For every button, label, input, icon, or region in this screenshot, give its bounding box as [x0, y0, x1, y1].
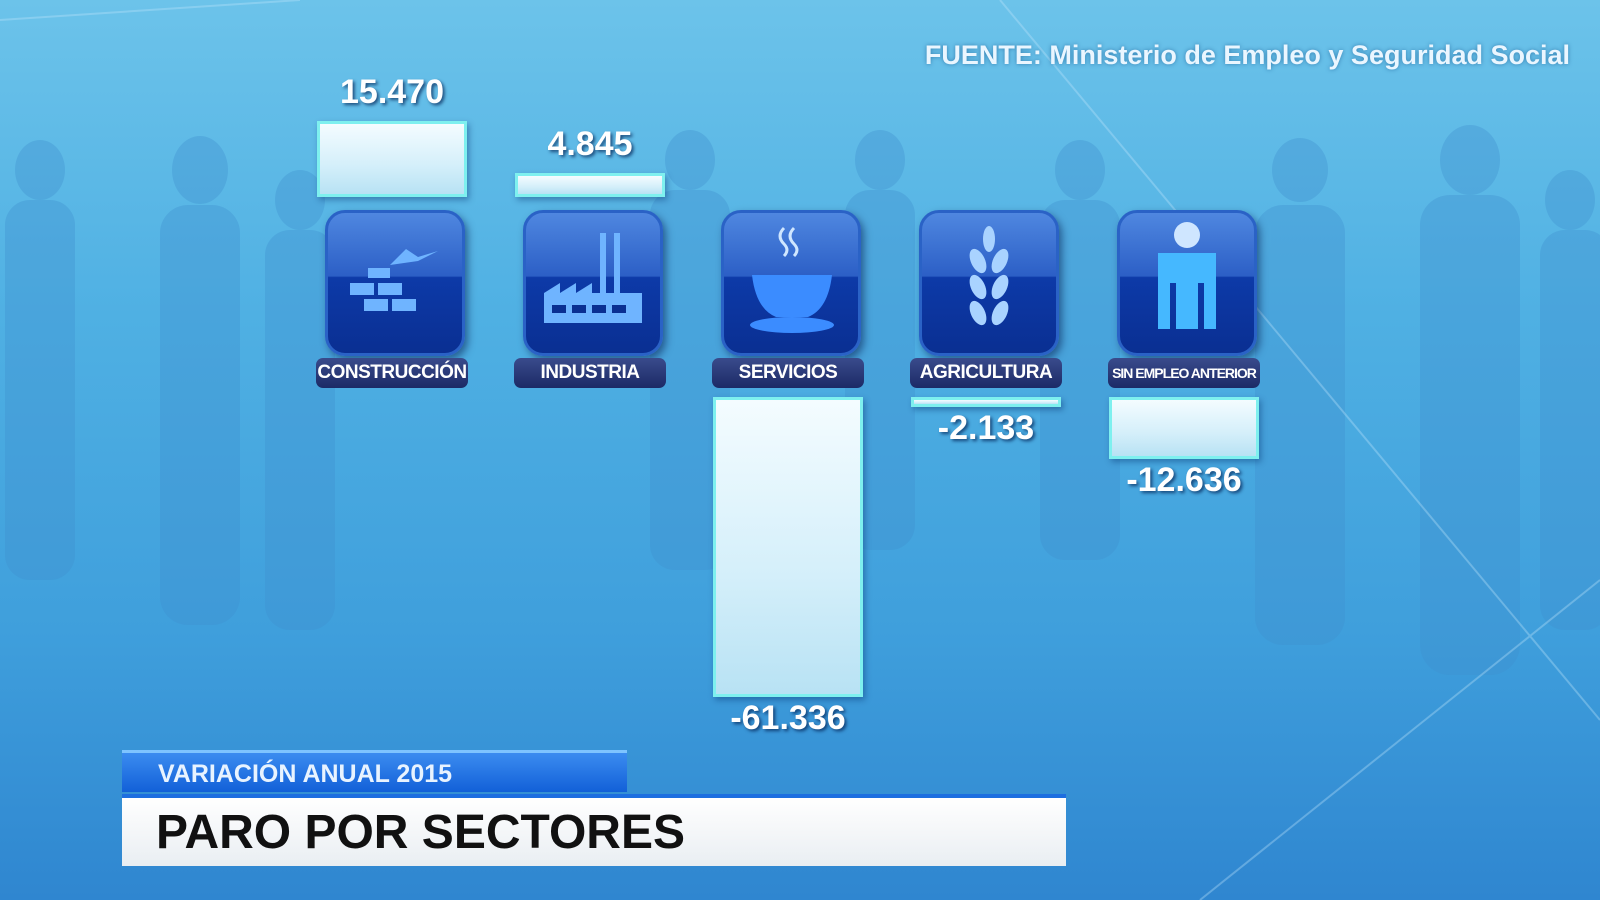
bar-3 [713, 397, 863, 697]
coffee-cup-icon [721, 210, 861, 356]
category-label: INDUSTRIA [514, 358, 666, 388]
source-credit: FUENTE: Ministerio de Empleo y Seguridad… [924, 40, 1570, 70]
bar-5 [1109, 397, 1259, 459]
person-icon [1117, 210, 1257, 356]
bricks-trowel-icon [325, 210, 465, 356]
category-label: CONSTRUCCIÓN [316, 358, 468, 388]
bar-4 [911, 397, 1061, 408]
category-label: SERVICIOS [712, 358, 864, 388]
bar-2 [515, 173, 665, 197]
factory-icon [523, 210, 663, 356]
data-label: 4.845 [547, 125, 633, 164]
chart-title: PARO POR SECTORES [122, 794, 1066, 866]
wheat-icon [919, 210, 1059, 356]
data-label: 15.470 [340, 73, 444, 112]
category-label: SIN EMPLEO ANTERIOR [1108, 358, 1260, 388]
data-label: -12.636 [1126, 460, 1242, 499]
bar-1 [317, 121, 467, 197]
category-label: AGRICULTURA [910, 358, 1062, 388]
data-label: -2.133 [937, 409, 1035, 448]
chart-subtitle: VARIACIÓN ANUAL 2015 [122, 750, 627, 792]
data-label: -61.336 [730, 699, 846, 737]
